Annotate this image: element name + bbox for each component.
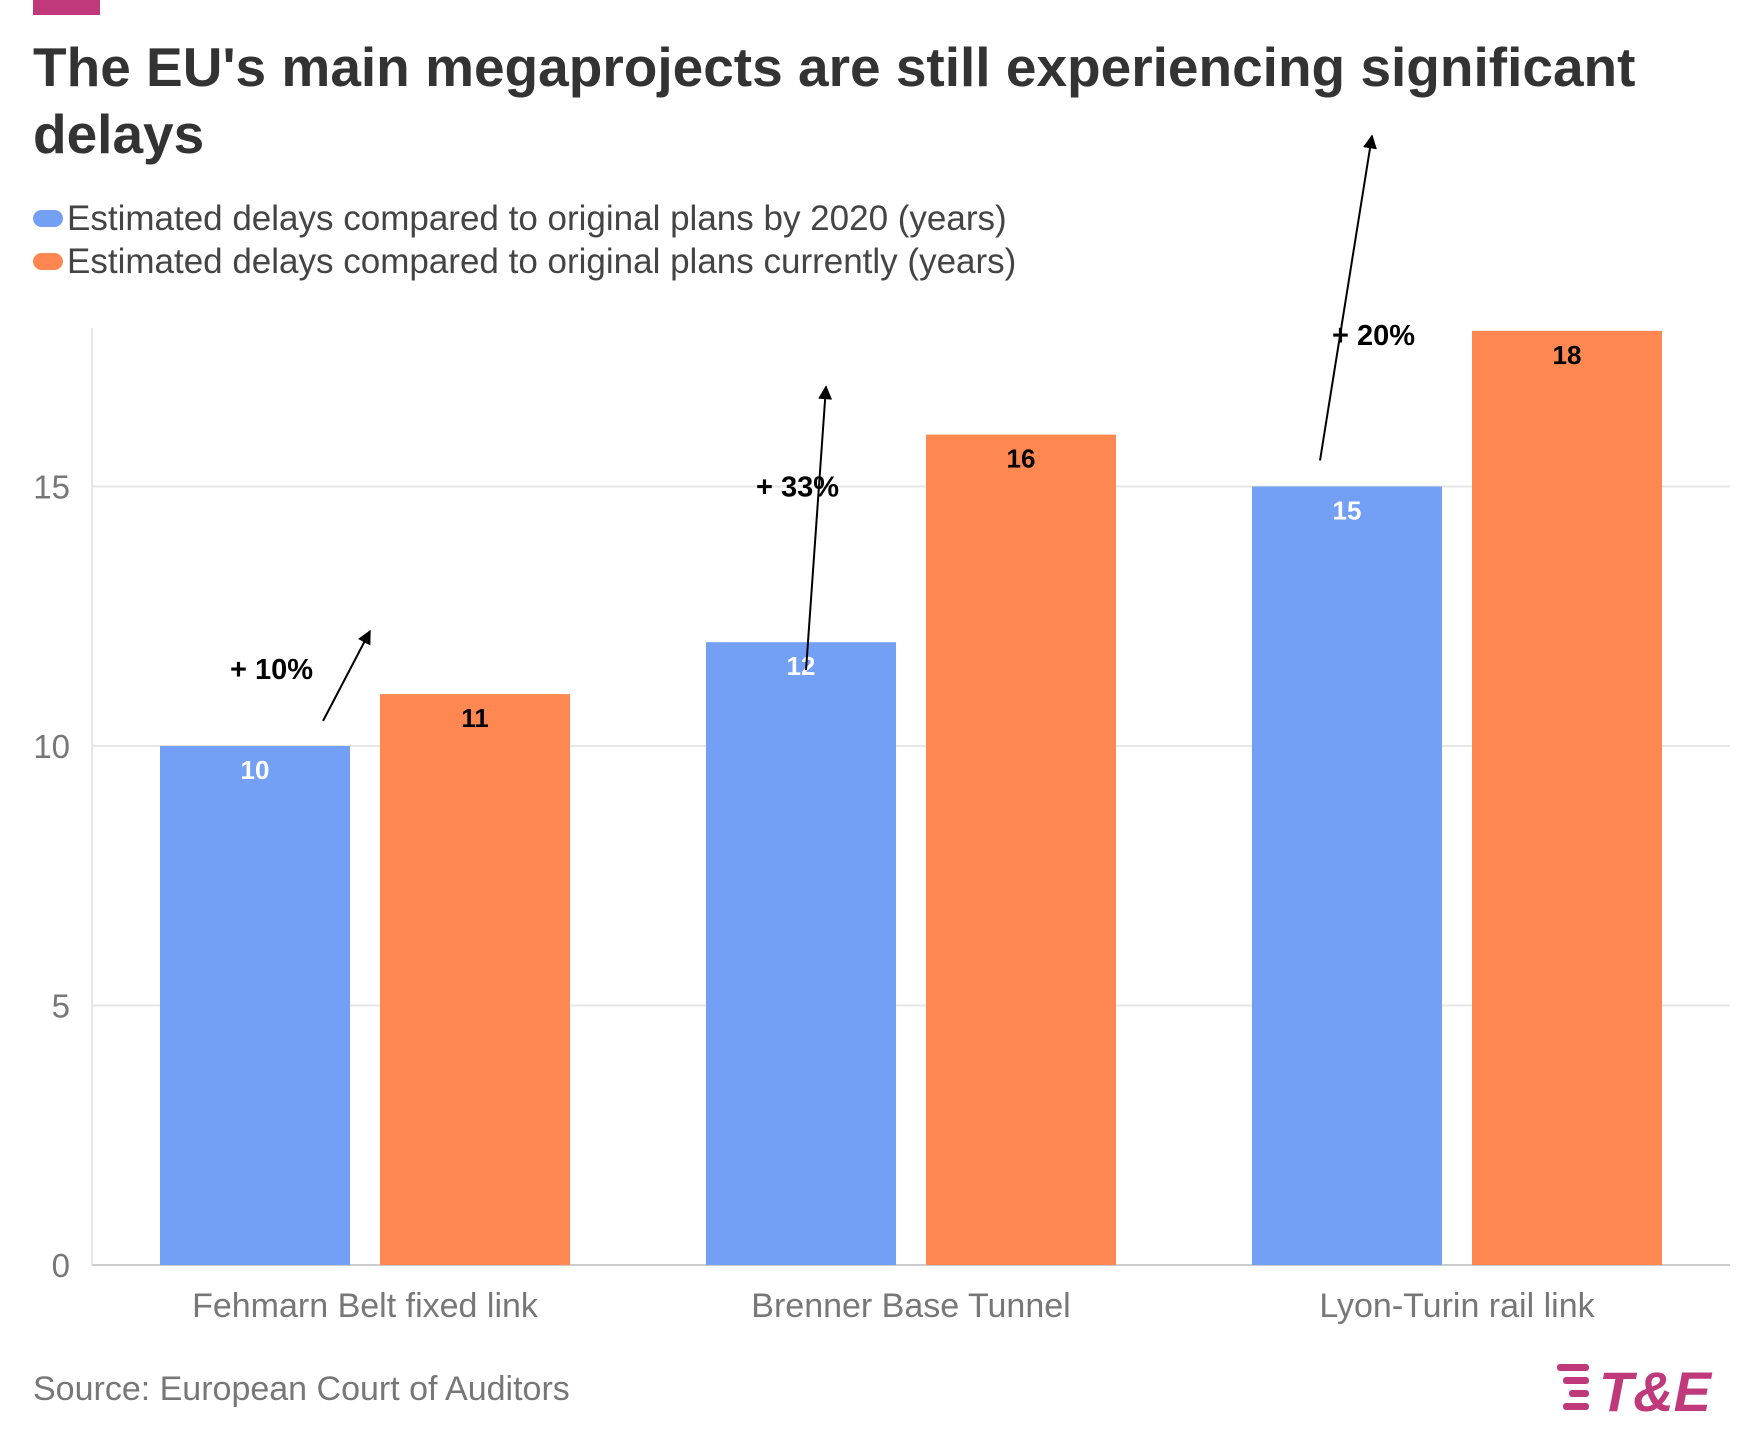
legend-item-current: Estimated delays compared to original pl… xyxy=(33,240,1016,283)
bar-2020 xyxy=(1252,486,1442,1265)
bar-2020 xyxy=(706,642,896,1265)
bar-current xyxy=(926,434,1116,1266)
legend-item-2020: Estimated delays compared to original pl… xyxy=(33,197,1016,240)
logo-stripes-icon xyxy=(1557,1364,1589,1410)
data-label: 16 xyxy=(1007,444,1036,474)
y-tick-label: 15 xyxy=(33,469,70,506)
legend-swatch-current xyxy=(33,253,63,270)
accent-bar xyxy=(33,0,100,15)
y-tick-label: 0 xyxy=(52,1247,70,1284)
bar-current xyxy=(380,694,570,1265)
growth-arrow xyxy=(1319,134,1377,461)
legend-swatch-2020 xyxy=(33,210,63,227)
growth-label: + 20% xyxy=(1332,320,1415,352)
data-label: 12 xyxy=(787,651,816,681)
chart-title: The EU's main megaprojects are still exp… xyxy=(33,36,1636,165)
x-tick-label: Fehmarn Belt fixed link xyxy=(192,1287,539,1325)
y-tick-label: 5 xyxy=(52,988,70,1025)
x-tick-label: Lyon-Turin rail link xyxy=(1319,1287,1595,1325)
y-tick-label: 10 xyxy=(33,728,70,765)
te-logo: T&E xyxy=(1557,1360,1713,1418)
data-label: 10 xyxy=(241,755,270,785)
bar-2020 xyxy=(160,746,350,1265)
data-label: 15 xyxy=(1333,496,1362,526)
growth-label: + 10% xyxy=(230,654,313,686)
legend: Estimated delays compared to original pl… xyxy=(33,197,1016,283)
source-note: Source: European Court of Auditors xyxy=(33,1370,570,1408)
bar-current xyxy=(1472,330,1662,1265)
growth-arrow xyxy=(805,385,833,671)
growth-arrow xyxy=(322,629,371,722)
x-tick-label: Brenner Base Tunnel xyxy=(751,1287,1070,1325)
data-label: 11 xyxy=(461,703,489,733)
growth-label: + 33% xyxy=(756,472,839,504)
legend-label-current: Estimated delays compared to original pl… xyxy=(67,241,1017,281)
legend-label-2020: Estimated delays compared to original pl… xyxy=(67,198,1007,238)
data-label: 18 xyxy=(1553,340,1582,370)
logo-text: T&E xyxy=(1599,1360,1713,1418)
